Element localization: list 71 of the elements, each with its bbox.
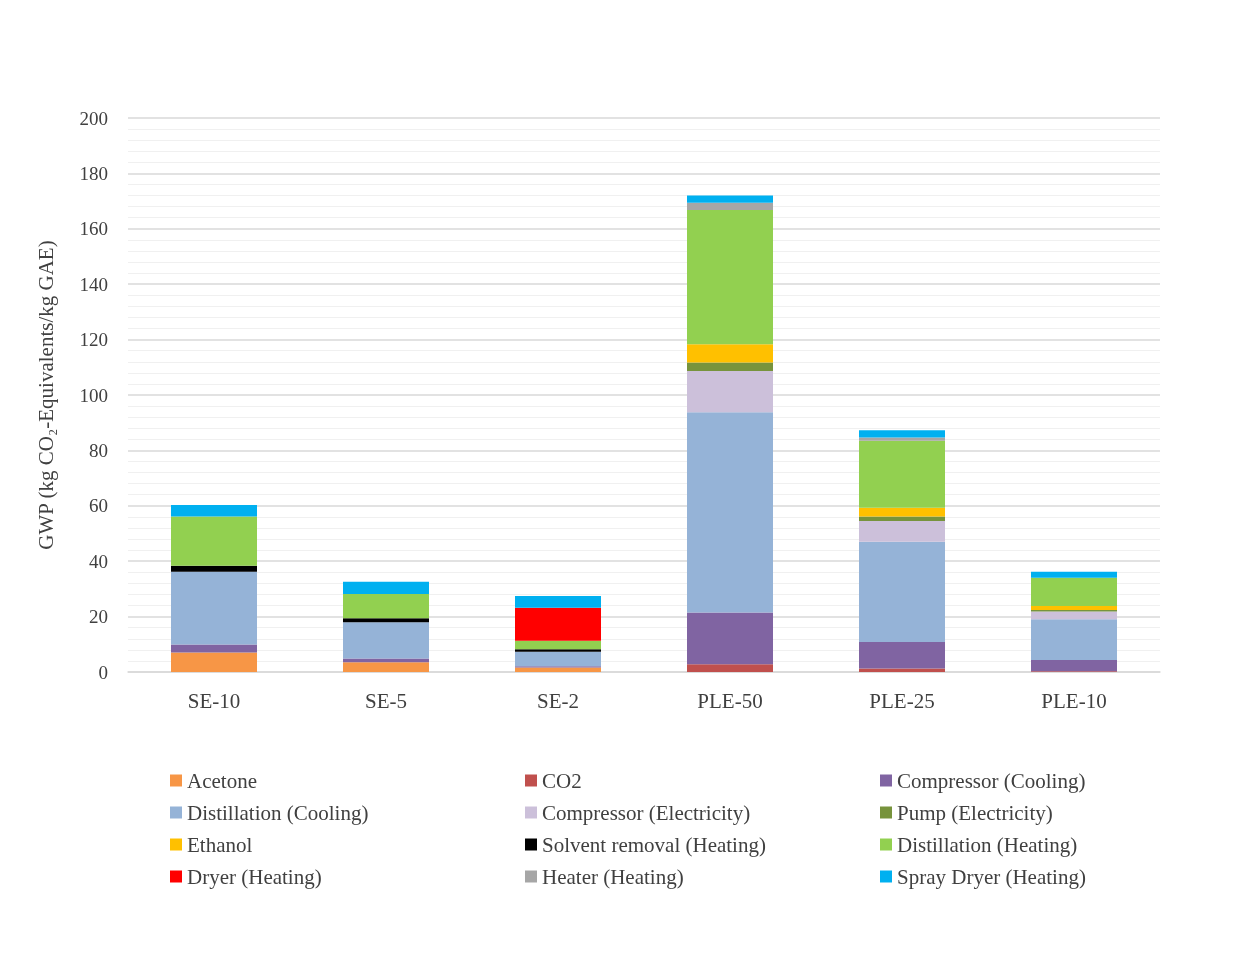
bar: [859, 521, 945, 542]
bar: [687, 209, 773, 345]
y-axis-title: GWP (kg CO₂-Equivalents/kg GAE): [33, 240, 58, 550]
legend-label: CO2: [542, 768, 582, 793]
y-tick-label: 20: [89, 606, 108, 628]
bar: [171, 565, 257, 572]
bar: [687, 195, 773, 203]
bar: [1031, 611, 1117, 620]
y-tick-label: 160: [79, 218, 108, 240]
legend-label: Distillation (Heating): [897, 832, 1078, 857]
legend-label: Dryer (Heating): [187, 864, 322, 889]
y-tick-label: 140: [79, 273, 108, 295]
x-tick-label: SE-5: [365, 688, 407, 713]
y-tick-label: 180: [79, 162, 108, 184]
bar: [343, 581, 429, 594]
bar: [859, 642, 945, 669]
bar: [515, 596, 601, 608]
legend-label: Solvent removal (Heating): [542, 832, 766, 857]
x-tick-label: PLE-50: [697, 688, 763, 713]
bar: [1031, 619, 1117, 661]
bar: [1031, 571, 1117, 578]
bar: [515, 649, 601, 652]
bar: [859, 440, 945, 508]
bar: [687, 202, 773, 210]
bar: [171, 571, 257, 645]
bar: [171, 644, 257, 653]
bar: [687, 664, 773, 672]
bar: [343, 618, 429, 623]
bar: [343, 622, 429, 659]
bar: [171, 516, 257, 566]
bar: [343, 658, 429, 663]
legend-label: Pump (Electricity): [897, 800, 1053, 825]
x-tick-label: PLE-10: [1041, 688, 1107, 713]
y-tick-label: 40: [89, 550, 108, 572]
legend-label: Heater (Heating): [542, 864, 684, 889]
legend-label: Spray Dryer (Heating): [897, 864, 1086, 889]
bar: [859, 668, 945, 672]
y-tick-label: 100: [79, 384, 108, 406]
bar: [515, 607, 601, 641]
y-tick-label: 120: [79, 329, 108, 351]
bar: [687, 344, 773, 363]
bar: [1031, 577, 1117, 607]
y-tick-label: 200: [79, 107, 108, 129]
y-tick-label: 60: [89, 495, 108, 517]
legend-label: Compressor (Cooling): [897, 768, 1086, 793]
bar: [859, 516, 945, 522]
bar: [515, 667, 601, 672]
bar: [171, 652, 257, 672]
bar: [171, 504, 257, 517]
legend-label: Acetone: [187, 768, 257, 793]
bar: [687, 612, 773, 665]
bar: [687, 362, 773, 371]
x-tick-label: SE-10: [187, 688, 241, 713]
x-tick-label: SE-2: [537, 688, 579, 713]
y-tick-label: 80: [89, 439, 108, 461]
legend-label: Ethanol: [187, 832, 253, 857]
bar: [859, 430, 945, 438]
bar: [859, 437, 945, 441]
bar: [343, 593, 429, 619]
bar: [687, 412, 773, 613]
bar: [515, 640, 601, 650]
legend-label: Compressor (Electricity): [542, 800, 751, 825]
bar: [515, 651, 601, 667]
bar: [859, 541, 945, 643]
y-tick-label: 0: [98, 661, 108, 683]
bar: [859, 507, 945, 517]
legend-label: Distillation (Cooling): [187, 800, 369, 825]
bar: [1031, 660, 1117, 672]
bar: [343, 662, 429, 672]
bar: [687, 370, 773, 413]
x-tick-label: PLE-25: [869, 688, 935, 713]
